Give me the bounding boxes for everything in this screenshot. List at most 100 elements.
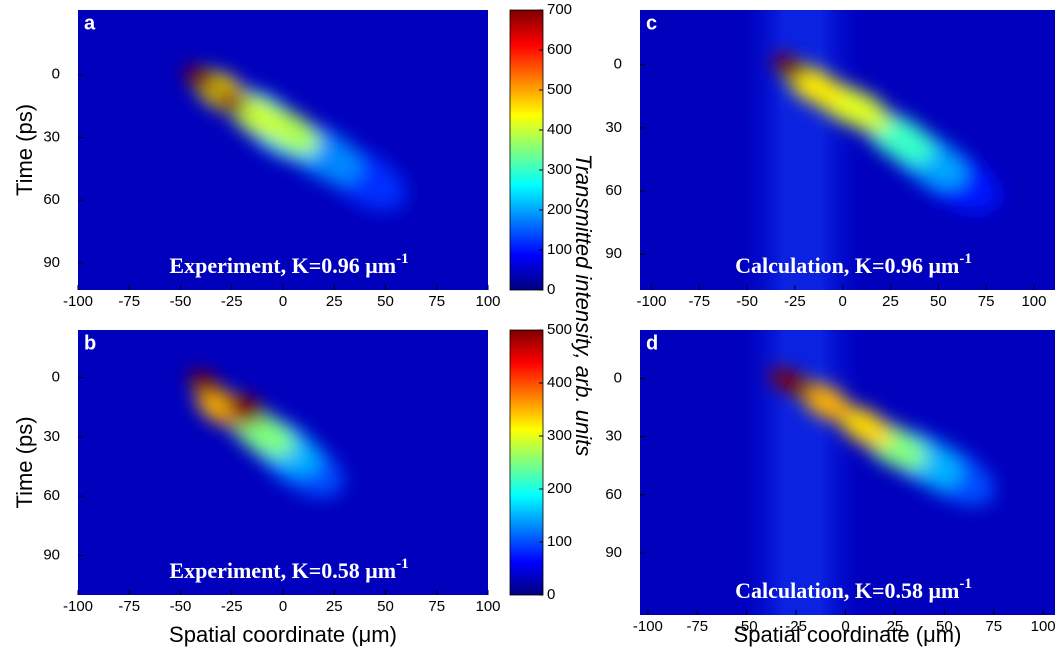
intensity-spot <box>800 382 852 422</box>
colorbar <box>509 329 544 596</box>
x-tick-label: 25 <box>326 293 343 310</box>
annotation: Calculation, K=0.96 μm-1 <box>735 251 972 278</box>
x-tick-label: -75 <box>686 618 708 635</box>
intensity-layer <box>769 367 995 506</box>
colorbar-tick-label: 200 <box>547 480 572 497</box>
colorbar-tick-label: 400 <box>547 121 572 138</box>
x-tick-label: 75 <box>428 598 445 615</box>
y-tick-label: 60 <box>605 486 622 503</box>
x-tick-label: -50 <box>736 618 758 635</box>
x-tick-label: -100 <box>63 293 93 310</box>
intensity-spot <box>838 406 892 448</box>
annotation: Experiment, K=0.96 μm-1 <box>169 251 408 278</box>
x-axis-label: Spatial coordinate (μm) <box>169 622 397 647</box>
colorbar-tick-label: 600 <box>547 41 572 58</box>
x-tick-label: -100 <box>63 598 93 615</box>
y-tick-label: 90 <box>43 254 60 271</box>
colorbar-tick-label: 300 <box>547 427 572 444</box>
x-tick-label: -100 <box>636 293 666 310</box>
x-tick-label: 100 <box>475 293 500 310</box>
y-tick-label: 0 <box>52 368 60 385</box>
y-tick-label: 60 <box>43 191 60 208</box>
colorbar-tick-label: 100 <box>547 241 572 258</box>
x-tick-label: 0 <box>279 598 287 615</box>
x-tick-label: -100 <box>633 618 663 635</box>
intensity-spot <box>772 54 806 80</box>
x-tick-label: -75 <box>688 293 710 310</box>
x-axis-label: Spatial coordinate (μm) <box>734 622 962 647</box>
intensity-spot <box>769 367 803 394</box>
x-tick-label: 50 <box>377 598 394 615</box>
colorbar <box>509 9 544 291</box>
y-tick-label: 60 <box>605 182 622 199</box>
x-tick-label: 100 <box>475 598 500 615</box>
x-tick-label: -50 <box>736 293 758 310</box>
plot-area <box>78 10 488 290</box>
colorbar-tick-label: 700 <box>547 1 572 18</box>
panel-label: a <box>84 12 96 34</box>
annotation-superscript: -1 <box>396 251 409 267</box>
x-tick-label: -25 <box>785 618 807 635</box>
x-tick-label: 75 <box>978 293 995 310</box>
intensity-layer <box>184 66 406 211</box>
intensity-spot <box>184 66 218 92</box>
x-tick-label: -25 <box>221 293 243 310</box>
y-tick-label: 30 <box>605 119 622 136</box>
x-tick-label: -75 <box>118 598 140 615</box>
x-tick-label: -75 <box>118 293 140 310</box>
colorbar-tick-label: 100 <box>547 533 572 550</box>
colorbar-tick-label: 500 <box>547 81 572 98</box>
y-tick-label: 90 <box>43 546 60 563</box>
x-tick-label: 50 <box>936 618 953 635</box>
intensity-spot <box>215 87 249 113</box>
x-tick-label: 0 <box>279 293 287 310</box>
x-tick-label: 100 <box>1031 618 1056 635</box>
colorbar-tick-label: 500 <box>547 321 572 338</box>
x-tick-label: 100 <box>1021 293 1046 310</box>
panel-label: d <box>646 332 658 354</box>
y-tick-label: 60 <box>43 487 60 504</box>
colorbar-tick-label: 400 <box>547 374 572 391</box>
colorbar-tick-label: 0 <box>547 281 555 298</box>
intensity-layer <box>188 370 344 497</box>
y-tick-label: 30 <box>605 428 622 445</box>
y-tick-label: 30 <box>43 428 60 445</box>
annotation: Calculation, K=0.58 μm-1 <box>735 576 972 603</box>
intensity-spot <box>231 394 265 420</box>
x-tick-label: 25 <box>326 598 343 615</box>
x-tick-label: -50 <box>170 293 192 310</box>
x-tick-label: -50 <box>170 598 192 615</box>
annotation-text: Experiment, K=0.58 μm <box>169 558 396 583</box>
y-tick-label: 0 <box>614 369 622 386</box>
intensity-layer <box>772 54 1000 213</box>
x-tick-label: -25 <box>221 598 243 615</box>
y-tick-label: 90 <box>605 245 622 262</box>
x-tick-label: 50 <box>377 293 394 310</box>
colorbar-tick-label: 0 <box>547 586 555 603</box>
x-tick-label: 0 <box>839 293 847 310</box>
x-tick-label: 25 <box>887 618 904 635</box>
y-tick-label: 90 <box>605 544 622 561</box>
annotation: Experiment, K=0.58 μm-1 <box>169 556 408 583</box>
y-tick-label: 0 <box>52 66 60 83</box>
annotation-text: Experiment, K=0.96 μm <box>169 253 396 278</box>
colorbar-label: Transmitted intensity, arb. units <box>571 154 596 456</box>
x-tick-label: 75 <box>428 293 445 310</box>
annotation-superscript: -1 <box>959 251 972 267</box>
plot-area <box>78 330 488 595</box>
panel-label: b <box>84 332 96 354</box>
x-tick-label: -25 <box>784 293 806 310</box>
plot-area <box>640 330 1055 615</box>
y-tick-label: 30 <box>43 128 60 145</box>
intensity-spot <box>188 370 222 397</box>
colorbar-tick-label: 200 <box>547 201 572 218</box>
annotation-text: Calculation, K=0.96 μm <box>735 253 959 278</box>
plot-area <box>640 10 1055 290</box>
panel-label: c <box>646 12 657 34</box>
annotation-superscript: -1 <box>959 576 972 592</box>
x-tick-label: 25 <box>882 293 899 310</box>
background-band <box>739 330 865 615</box>
colorbar-tick-label: 300 <box>547 161 572 178</box>
